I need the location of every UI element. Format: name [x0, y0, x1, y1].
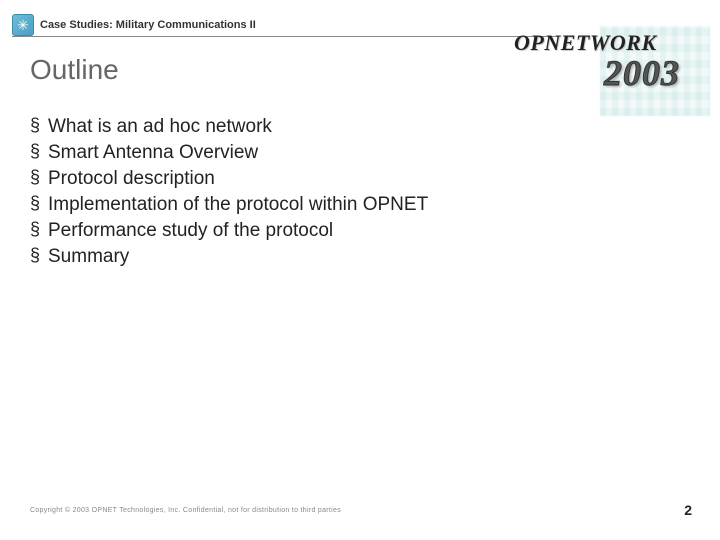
list-item: Protocol description — [30, 166, 620, 191]
page-number: 2 — [684, 502, 692, 518]
list-item: Summary — [30, 244, 620, 269]
matrix-background-icon — [600, 26, 710, 116]
page-title: Outline — [30, 54, 119, 86]
list-item: Performance study of the protocol — [30, 218, 620, 243]
list-item: Smart Antenna Overview — [30, 140, 620, 165]
list-item: What is an ad hoc network — [30, 114, 620, 139]
brand-logo: OPNETWORK 2003 — [514, 26, 710, 116]
list-item: Implementation of the protocol within OP… — [30, 192, 620, 217]
header-label: Case Studies: Military Communications II — [40, 19, 256, 31]
copyright-footer: Copyright © 2003 OPNET Technologies, Inc… — [30, 507, 341, 514]
brand-year: 2003 — [604, 52, 680, 94]
header-snowflake-icon: ✳ — [12, 14, 34, 36]
outline-list: What is an ad hoc network Smart Antenna … — [30, 114, 620, 270]
slide-header: ✳ Case Studies: Military Communications … — [12, 14, 708, 36]
header-divider — [12, 36, 560, 37]
